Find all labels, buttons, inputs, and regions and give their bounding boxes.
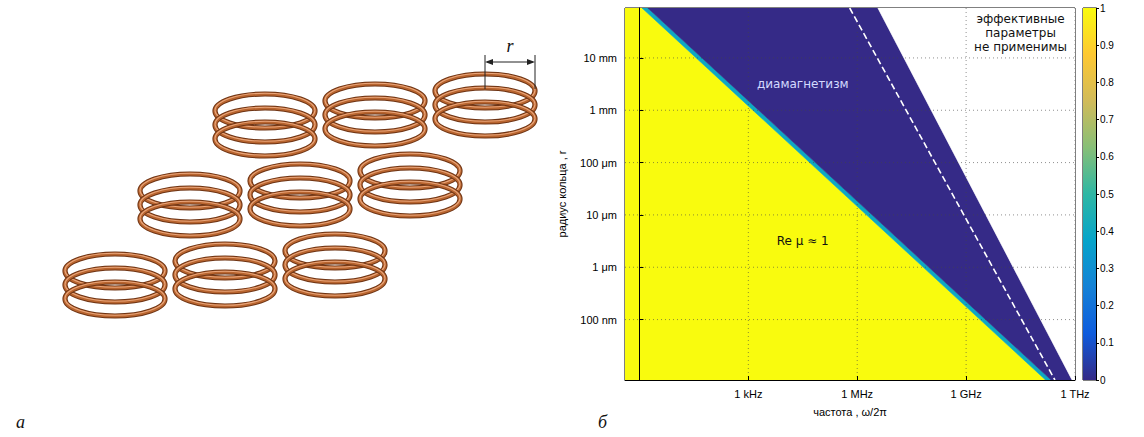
- svg-text:100 nm: 100 nm: [580, 314, 617, 326]
- svg-text:1 μm: 1 μm: [592, 261, 617, 273]
- svg-text:радиус кольца , r: радиус кольца , r: [556, 150, 568, 237]
- svg-text:10 μm: 10 μm: [586, 209, 617, 221]
- svg-text:0.5: 0.5: [1100, 189, 1114, 200]
- svg-text:r: r: [506, 36, 514, 56]
- svg-text:100 μm: 100 μm: [580, 157, 617, 169]
- svg-text:1: 1: [1100, 3, 1106, 14]
- svg-text:0.3: 0.3: [1100, 263, 1114, 274]
- svg-text:0.4: 0.4: [1100, 226, 1114, 237]
- svg-text:эффективные: эффективные: [976, 12, 1064, 26]
- svg-text:a: a: [16, 412, 25, 432]
- svg-text:1 GHz: 1 GHz: [951, 388, 982, 400]
- svg-text:параметры: параметры: [985, 26, 1056, 40]
- svg-text:0.8: 0.8: [1100, 77, 1114, 88]
- svg-text:1 MHz: 1 MHz: [841, 388, 873, 400]
- svg-text:1 kHz: 1 kHz: [734, 388, 762, 400]
- svg-text:0.7: 0.7: [1100, 114, 1114, 125]
- svg-text:1 THz: 1 THz: [1060, 388, 1089, 400]
- svg-text:0.2: 0.2: [1100, 300, 1114, 311]
- svg-text:1 mm: 1 mm: [590, 104, 618, 116]
- svg-text:0.1: 0.1: [1100, 337, 1114, 348]
- svg-text:Re μ ≈ 1: Re μ ≈ 1: [777, 234, 829, 248]
- svg-text:10 mm: 10 mm: [583, 52, 617, 64]
- svg-text:не применимы: не применимы: [974, 40, 1067, 54]
- svg-text:0.9: 0.9: [1100, 40, 1114, 51]
- svg-text:б: б: [598, 412, 608, 432]
- svg-text:0.6: 0.6: [1100, 151, 1114, 162]
- svg-text:0: 0: [1100, 375, 1106, 386]
- svg-text:диамагнетизм: диамагнетизм: [757, 77, 849, 91]
- svg-text:частота , ω/2π: частота , ω/2π: [813, 406, 887, 418]
